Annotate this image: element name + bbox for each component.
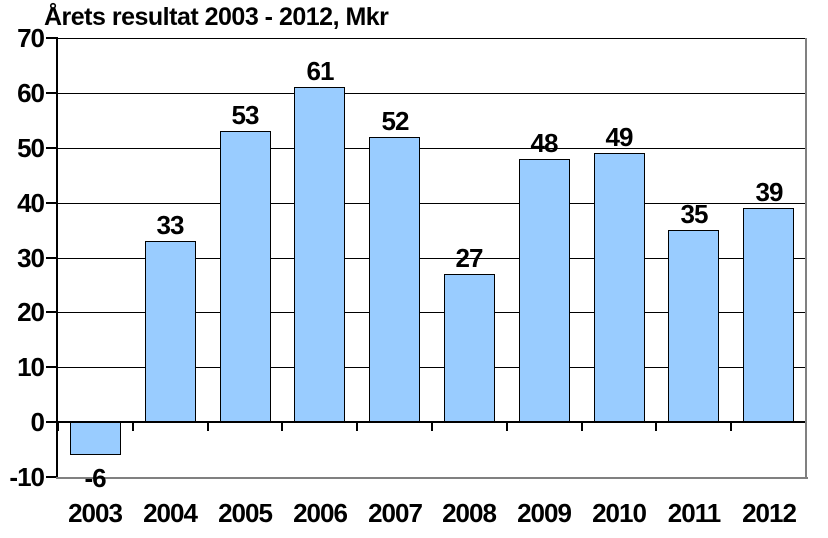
y-axis-tick-20 xyxy=(46,311,58,313)
x-axis-tick xyxy=(506,422,508,431)
value-label-2012: 39 xyxy=(755,177,784,207)
value-label-2010: 49 xyxy=(605,122,634,152)
x-axis-tick xyxy=(581,422,583,431)
value-label-2008: 27 xyxy=(455,243,484,273)
plot-border-bottom xyxy=(56,477,808,479)
x-axis-label-2006: 2006 xyxy=(293,498,348,528)
chart-title: Årets resultat 2003 - 2012, Mkr xyxy=(44,3,389,31)
bar-2003 xyxy=(70,422,121,455)
value-label-2003: -6 xyxy=(84,463,106,493)
bar-2009 xyxy=(519,159,570,422)
y-axis-tick-50 xyxy=(46,147,58,149)
gridline-10 xyxy=(58,367,805,368)
x-axis-tick xyxy=(730,422,732,431)
gridline-60 xyxy=(58,93,805,94)
y-axis-tick-0 xyxy=(46,421,58,423)
x-axis-tick xyxy=(356,422,358,431)
y-axis-tick-10 xyxy=(46,366,58,368)
plot-border-right xyxy=(805,38,807,479)
x-axis-label-2010: 2010 xyxy=(592,498,647,528)
value-label-2005: 53 xyxy=(231,100,260,130)
x-axis-label-2007: 2007 xyxy=(368,498,423,528)
x-axis-tick xyxy=(57,422,59,431)
x-axis-label-2004: 2004 xyxy=(143,498,198,528)
x-axis-label-2008: 2008 xyxy=(442,498,497,528)
y-axis-label-70: 70 xyxy=(17,23,45,53)
bar-2012 xyxy=(743,208,794,422)
y-axis-label-10: 10 xyxy=(17,352,45,382)
gridline-20 xyxy=(58,312,805,313)
value-label-2011: 35 xyxy=(680,199,709,229)
gridline-40 xyxy=(58,203,805,204)
gridline-70 xyxy=(58,38,805,39)
bar-2007 xyxy=(369,137,420,422)
value-label-2009: 48 xyxy=(530,128,559,158)
y-axis-tick--10 xyxy=(46,476,58,478)
gridline-50 xyxy=(58,148,805,149)
bar-2011 xyxy=(668,230,719,422)
x-axis-label-2011: 2011 xyxy=(667,498,721,528)
x-axis-label-2005: 2005 xyxy=(218,498,273,528)
y-axis-label-0: 0 xyxy=(30,407,45,437)
y-axis-tick-60 xyxy=(46,92,58,94)
y-axis-label-30: 30 xyxy=(17,243,45,273)
y-axis-label-60: 60 xyxy=(17,78,45,108)
value-label-2004: 33 xyxy=(156,210,185,240)
x-axis-tick xyxy=(431,422,433,431)
y-axis-tick-40 xyxy=(46,202,58,204)
bar-2010 xyxy=(594,153,645,422)
y-axis-label-20: 20 xyxy=(17,297,45,327)
bar-2004 xyxy=(145,241,196,422)
y-axis-label--10: -10 xyxy=(9,462,45,492)
x-axis-label-2003: 2003 xyxy=(68,498,123,528)
value-label-2006: 61 xyxy=(306,56,335,86)
y-axis-label-50: 50 xyxy=(17,133,45,163)
bar-2006 xyxy=(294,87,345,422)
x-axis-tick xyxy=(132,422,134,431)
value-label-2007: 52 xyxy=(381,106,410,136)
x-axis-label-2009: 2009 xyxy=(517,498,572,528)
bar-2005 xyxy=(220,131,271,422)
y-axis-tick-30 xyxy=(46,257,58,259)
y-axis-label-40: 40 xyxy=(17,188,45,218)
gridline-30 xyxy=(58,258,805,259)
y-axis-tick-70 xyxy=(46,37,58,39)
x-axis-tick xyxy=(281,422,283,431)
x-axis-tick xyxy=(655,422,657,431)
x-axis-label-2012: 2012 xyxy=(742,498,797,528)
bar-2008 xyxy=(444,274,495,422)
x-axis-tick xyxy=(207,422,209,431)
